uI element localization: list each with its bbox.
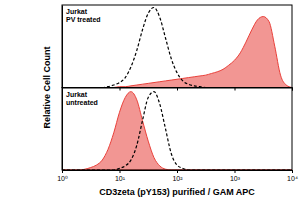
histogram-line: [62, 92, 292, 170]
x-axis: 10⁰ 10¹ 10² 10³ 10⁴: [57, 170, 298, 182]
histogram-line: [62, 7, 292, 87]
y-axis: [62, 88, 63, 171]
x-tick-label: 10⁰: [57, 175, 68, 182]
histogram-area: [62, 17, 292, 88]
x-tick-mark: [292, 170, 293, 173]
panel-label-line: Jurkat: [66, 8, 88, 15]
x-tick: 10³: [230, 170, 241, 182]
plot-frame: [62, 88, 292, 171]
panel: JurkatPV treated: [62, 5, 293, 91]
panel-label-line: Jurkat: [66, 91, 88, 98]
panel: 10⁰ 10¹ 10² 10³ 10⁴ Jurkatuntreated: [57, 88, 298, 182]
x-axis-title: CD3zeta (pY153) purified / GAM APC: [99, 187, 255, 197]
x-tick-label: 10¹: [115, 175, 126, 182]
histogram-area: [62, 92, 292, 170]
x-axis-line: [63, 171, 293, 174]
x-tick: 10⁰: [57, 170, 68, 182]
x-tick-label: 10⁴: [287, 175, 298, 182]
y-axis-line: [62, 88, 63, 171]
y-axis-title: Relative Cell Count: [42, 46, 52, 128]
panel-label-line: PV treated: [66, 16, 101, 23]
plot-area: [62, 7, 292, 87]
panel-label: Jurkatuntreated: [66, 91, 98, 106]
x-tick: 10²: [172, 170, 183, 182]
plot-area: [62, 92, 292, 170]
panel-label-line: untreated: [66, 99, 98, 106]
x-tick-mark: [120, 170, 121, 173]
x-axis-line: [63, 88, 293, 91]
panel-label: JurkatPV treated: [66, 8, 101, 23]
y-axis: [62, 6, 63, 89]
x-tick-label: 10²: [172, 175, 183, 182]
x-tick-mark: [235, 170, 236, 173]
x-tick: 10⁴: [287, 170, 298, 182]
x-tick-mark: [177, 170, 178, 173]
x-tick-label: 10³: [230, 175, 241, 182]
x-tick: 10¹: [115, 170, 126, 182]
plot-frame: [62, 5, 292, 88]
y-axis-line: [62, 6, 63, 89]
